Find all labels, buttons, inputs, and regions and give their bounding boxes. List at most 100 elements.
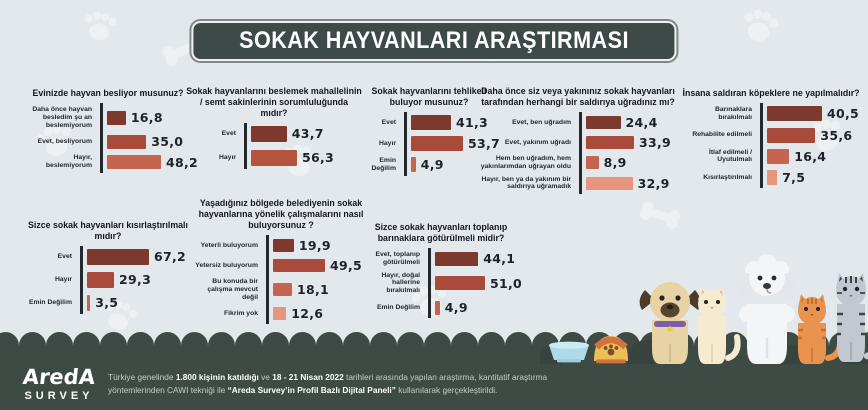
chart-question: Sizce sokak hayvanları kısırlaştırılmalı… (28, 220, 188, 241)
bar-label: Hem ben uğradım, hem yakınlarımdan uğray… (480, 154, 571, 170)
axis-line (244, 122, 247, 169)
bar-row: Kısırlaştırılmalı 7,5 (682, 170, 860, 186)
footer-text-segment: tarihleri arasında yapılan araştırma, ka… (108, 372, 548, 396)
axis-line (428, 247, 431, 319)
bar-row: İtlaf edilmeli / Uyutulmalı 16,4 (682, 149, 860, 165)
bar-value: 16,8 (130, 110, 163, 126)
bar-value: 43,7 (291, 126, 324, 142)
bar-label: Yeterli buluyorum (200, 241, 258, 249)
chart-bars: Evet 67,2 Hayır 29,3 Emin Değilim 3,5 (28, 245, 188, 314)
bar-value: 7,5 (782, 170, 806, 186)
blue-food-bowl (549, 341, 589, 363)
chart-panel-7: Yaşadığınız bölgede belediyenin sokak ha… (190, 198, 372, 325)
bar (586, 156, 599, 170)
bar-label: Evet (381, 118, 396, 126)
scallop-bump (424, 332, 451, 359)
footer-text: Türkiye genelinde 1.800 kişinin katıldığ… (108, 371, 588, 397)
paw-icon (603, 344, 619, 356)
chart-question: Sokak hayvanlarını tehlikeli buluyor mus… (371, 86, 487, 107)
bar (767, 148, 790, 164)
bar-row: Daha önce hayvan besledim şu an beslemiy… (26, 106, 190, 129)
animal-illustrations (540, 254, 868, 364)
bar (435, 276, 485, 291)
bar-value: 44,1 (483, 251, 516, 267)
bar-row: Rehabilite edilmeli 35,6 (682, 127, 860, 143)
bar-row: Hayır 29,3 (28, 271, 188, 288)
title-banner: SOKAK HAYVANLARI ARAŞTIRMASI (191, 21, 677, 61)
chart-bars: Evet 43,7 Hayır 56,3 (186, 122, 362, 169)
bar (435, 251, 479, 266)
bar-value: 18,1 (297, 282, 330, 298)
footer-text-segment: kullanılarak gerçekleştirildi. (395, 385, 498, 396)
bar (273, 238, 294, 252)
bar (251, 149, 297, 166)
axis-line (80, 245, 83, 314)
scallop-bump (397, 332, 424, 359)
bar-row: Hayır 56,3 (186, 149, 362, 166)
bar-label: Bu konuda bir çalışma mevcut değil (207, 277, 258, 301)
bar-value: 29,3 (119, 272, 152, 288)
bar-row: Hayır, doğal hallerine bırakılmalı 51,0 (362, 271, 523, 295)
pug-dog (639, 282, 701, 364)
scallop-bump (262, 332, 289, 359)
scallop-bump (478, 332, 505, 359)
footer-text-segment: Türkiye genelinde (108, 372, 176, 383)
scallop-bump (316, 332, 343, 359)
chart-question: Sizce sokak hayvanları toplanıp barınakl… (374, 222, 508, 243)
bar (586, 176, 633, 190)
scallop-bump (154, 332, 181, 359)
scallop-bump (235, 332, 262, 359)
bar-row: Yetersiz buluyorum 49,5 (190, 258, 372, 273)
bar-label: Yetersiz buluyorum (195, 261, 258, 269)
bar (107, 155, 161, 170)
bar-row: Evet 67,2 (28, 248, 188, 265)
logo-wordmark: AredA (21, 365, 97, 389)
scallop-bump (451, 332, 478, 359)
scallop-bump (19, 332, 46, 359)
bar (251, 125, 287, 142)
paw-icon (36, 124, 71, 156)
bar-label: Evet (57, 253, 72, 261)
bar-row: Bu konuda bir çalışma mevcut değil 18,1 (190, 278, 372, 301)
bar-row: Hem ben uğradım, hem yakınlarımdan uğray… (479, 155, 677, 171)
page-title: SOKAK HAYVANLARI ARAŞTIRMASI (239, 27, 629, 54)
bar (411, 157, 416, 173)
bar-row: Evet, ben uğradım 24,4 (479, 115, 677, 130)
axis-line (760, 102, 763, 189)
bar-row: Emin Değilim 3,5 (28, 294, 188, 311)
white-poodle (738, 254, 796, 364)
scallop-bump (505, 332, 532, 359)
paw-icon (84, 11, 117, 40)
chart-bars: Daha önce hayvan besledim şu an beslemiy… (26, 102, 198, 174)
bar-row: Evet, besliyorum 35,0 (26, 134, 190, 149)
bar-value: 40,5 (827, 106, 860, 122)
bar-row: Evet, toplanıp götürülmeli 44,1 (362, 251, 520, 267)
axis-line (100, 102, 103, 174)
bar (767, 106, 822, 122)
bar-label: Hayır, doğal hallerine bırakılmalı (381, 271, 420, 295)
footer-text-bold: 18 - 21 Nisan 2022 (272, 372, 344, 383)
bar-label: Hayır (218, 154, 236, 162)
bar-value: 3,5 (95, 295, 119, 311)
bar-value: 53,7 (468, 135, 501, 151)
bar-value: 48,2 (166, 154, 199, 170)
bar-row: Evet 41,3 (362, 114, 496, 130)
areda-survey-logo: AredA SURVEY (16, 365, 102, 402)
bar-label: Barınaklara bırakılmalı (714, 105, 752, 121)
bar (273, 307, 287, 321)
chart-bars: Barınaklara bırakılmalı 40,5 Rehabilite ed… (682, 102, 860, 189)
bar-label: Kısırlaştırılmalı (703, 173, 752, 181)
scallop-bump (0, 332, 19, 359)
bar-label: Evet, besliyorum (37, 138, 92, 146)
bar-value: 51,0 (490, 275, 523, 291)
chart-question: Sokak hayvanlarını beslemek mahallelinin… (186, 86, 362, 118)
bar-label: Emin Değilim (371, 156, 396, 172)
bar-value: 4,9 (420, 157, 444, 173)
bar-value: 8,9 (603, 155, 627, 171)
bone-icon (639, 201, 681, 229)
bar-value: 67,2 (154, 249, 187, 265)
bar-value: 32,9 (637, 175, 670, 191)
scallop-bump (208, 332, 235, 359)
bar (273, 283, 292, 297)
bar-row: Emin Değilim 4,9 (362, 300, 520, 315)
